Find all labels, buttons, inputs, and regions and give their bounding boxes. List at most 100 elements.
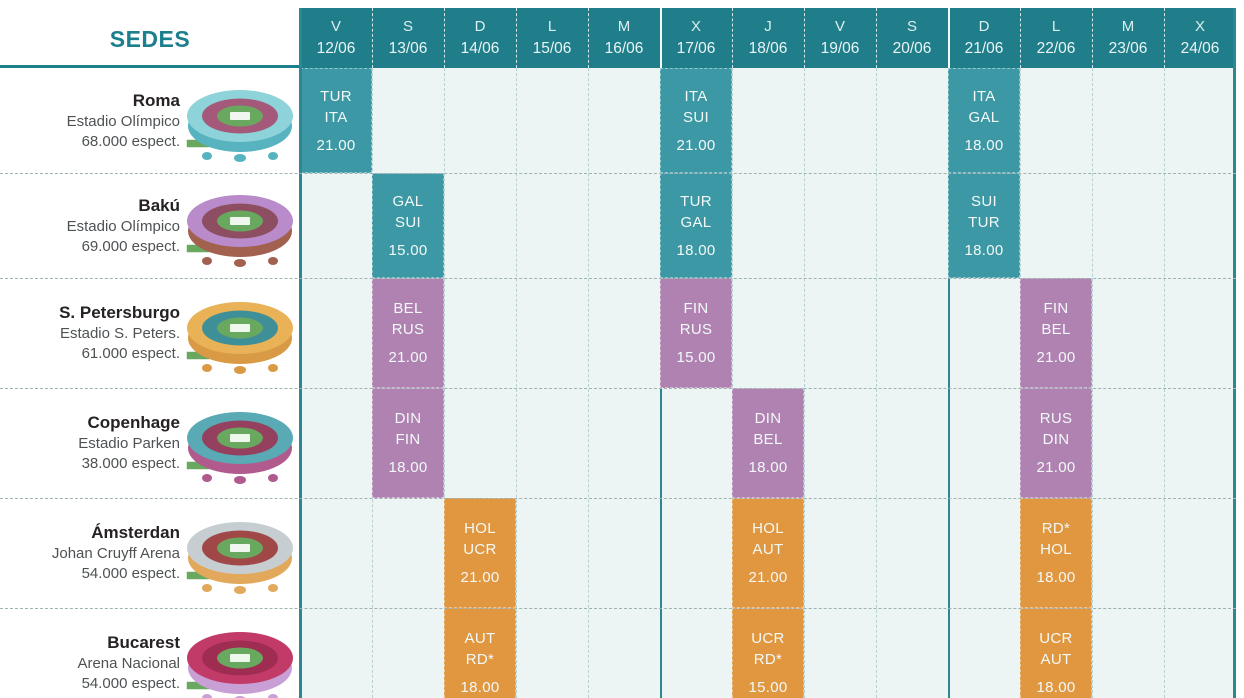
match-home-team: ITA <box>972 87 996 105</box>
header-column-separator <box>1092 8 1093 68</box>
column-header-13-06: S 13/06 <box>372 8 444 68</box>
match-cell-bak-21-06: SUI TUR 18.00 <box>948 173 1020 278</box>
venue-label-row: Roma Estadio Olímpico 68.000 espect. <box>0 68 296 173</box>
column-day-label: D <box>474 17 486 35</box>
venue-label-row: Bakú Estadio Olímpico 69.000 espect. <box>0 173 296 278</box>
venue-name: Ámsterdan <box>91 523 180 542</box>
column-date-label: 23/06 <box>1108 39 1148 57</box>
match-home-team: UCR <box>751 630 785 647</box>
venue-label-row: Ámsterdan Johan Cruyff Arena 54.000 espect… <box>0 498 296 608</box>
match-away-team: UCR <box>463 541 497 558</box>
match-away-team: BEL <box>753 431 783 448</box>
match-away-team: BEL <box>1041 321 1071 338</box>
column-header-22-06: L 22/06 <box>1020 8 1092 68</box>
match-cell-bucarest-22-06: UCR AUT 18.00 <box>1020 608 1092 698</box>
match-away-team: TUR <box>968 213 1000 231</box>
match-away-team: FIN <box>395 431 421 448</box>
match-kickoff-time: 18.00 <box>964 241 1004 259</box>
match-cell-copenhage-22-06: RUS DIN 21.00 <box>1020 388 1092 498</box>
venue-name: Copenhage <box>87 413 180 432</box>
venue-stadium: Johan Cruyff Arena <box>51 545 180 562</box>
column-day-label: S <box>402 17 413 35</box>
venue-name: S. Petersburgo <box>59 303 180 322</box>
header-column-separator <box>1020 8 1021 68</box>
match-home-team: DIN <box>394 410 422 427</box>
match-cell-msterdan-14-06: HOL UCR 21.00 <box>444 498 516 608</box>
match-kickoff-time: 21.00 <box>316 136 356 154</box>
stadium-baku-icon <box>185 184 295 268</box>
column-header-24-06: X 24/06 <box>1164 8 1236 68</box>
grid-left-edge <box>299 8 302 698</box>
column-day-label: V <box>330 17 341 35</box>
match-kickoff-time: 18.00 <box>676 241 716 259</box>
match-away-team: RD* <box>465 651 495 668</box>
column-header-16-06: M 16/06 <box>588 8 660 68</box>
match-away-team: ITA <box>324 108 348 126</box>
header-column-separator <box>588 8 589 68</box>
match-home-team: FIN <box>1043 300 1069 317</box>
match-away-team: GAL <box>968 108 1000 126</box>
venue-capacity: 38.000 espect. <box>81 455 180 472</box>
match-away-team: SUI <box>683 108 709 126</box>
match-cell-msterdan-22-06: RD* HOL 18.00 <box>1020 498 1092 608</box>
column-day-label: X <box>1194 17 1205 35</box>
header-column-separator <box>372 8 373 68</box>
column-day-label: L <box>1051 17 1061 35</box>
column-header-19-06: V 19/06 <box>804 8 876 68</box>
match-away-team: AUT <box>1040 651 1072 668</box>
column-gridline <box>732 68 733 698</box>
column-date-label: 15/06 <box>532 39 572 57</box>
match-away-team: SUI <box>395 213 421 231</box>
venue-name: Roma <box>132 90 180 110</box>
header-column-separator <box>948 8 950 68</box>
match-cell-copenhage-13-06: DIN FIN 18.00 <box>372 388 444 498</box>
venue-stadium: Arena Nacional <box>77 655 180 672</box>
match-home-team: UCR <box>1039 630 1073 647</box>
venue-text-block: S. Petersburgo Estadio S. Peters. 61.000 e… <box>0 302 180 364</box>
column-date-label: 17/06 <box>676 39 716 57</box>
match-kickoff-time: 18.00 <box>1036 569 1076 586</box>
venue-label-row: Copenhage Estadio Parken 38.000 espect. <box>0 388 296 498</box>
column-gridline <box>444 68 445 698</box>
column-date-label: 13/06 <box>388 39 428 57</box>
match-home-team: SUI <box>971 192 997 210</box>
match-home-team: DIN <box>754 410 782 427</box>
match-cell-roma-17-06: ITA SUI 21.00 <box>660 68 732 173</box>
row-separator <box>0 173 1236 174</box>
venue-capacity: 54.000 espect. <box>81 675 180 692</box>
match-home-team: HOL <box>752 520 784 537</box>
match-home-team: TUR <box>320 87 352 105</box>
match-kickoff-time: 15.00 <box>676 349 716 366</box>
match-kickoff-time: 18.00 <box>748 459 788 476</box>
column-gridline <box>804 68 805 698</box>
column-date-label: 14/06 <box>460 39 500 57</box>
match-away-team: DIN <box>1042 431 1070 448</box>
match-home-team: BEL <box>393 300 423 317</box>
match-kickoff-time: 18.00 <box>388 459 428 476</box>
match-kickoff-time: 18.00 <box>1036 679 1076 696</box>
venue-stadium: Estadio Olímpico <box>66 112 180 130</box>
column-day-label: S <box>906 17 917 35</box>
venue-text-block: Ámsterdan Johan Cruyff Arena 54.000 espect… <box>0 522 180 584</box>
venue-capacity: 68.000 espect. <box>81 132 180 150</box>
match-home-team: GAL <box>392 192 424 210</box>
header-column-separator <box>444 8 445 68</box>
header-column-separator <box>732 8 733 68</box>
column-header-14-06: D 14/06 <box>444 8 516 68</box>
match-cell-spetersburgo-22-06: FIN BEL 21.00 <box>1020 278 1092 388</box>
match-kickoff-time: 21.00 <box>676 136 716 154</box>
match-home-team: TUR <box>680 192 712 210</box>
row-separator <box>0 278 1236 279</box>
match-away-team: RUS <box>679 321 713 338</box>
match-cell-bak-13-06: GAL SUI 15.00 <box>372 173 444 278</box>
venue-label-row: Bucarest Arena Nacional 54.000 espect. <box>0 608 296 698</box>
header-column-separator <box>876 8 877 68</box>
match-home-team: ITA <box>684 87 708 105</box>
match-kickoff-time: 18.00 <box>460 679 500 696</box>
match-home-team: AUT <box>464 630 496 647</box>
header-column-separator <box>804 8 805 68</box>
column-gridline <box>516 68 517 698</box>
match-kickoff-time: 21.00 <box>748 569 788 586</box>
date-header-band <box>300 8 1236 68</box>
